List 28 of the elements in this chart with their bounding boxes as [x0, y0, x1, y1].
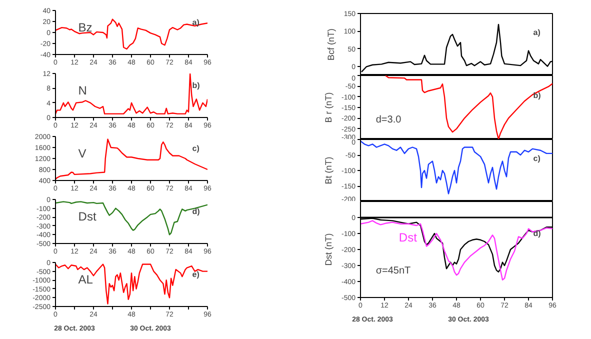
annotation: a)	[533, 28, 541, 38]
line-series	[56, 264, 208, 304]
line-series	[360, 220, 552, 280]
line-series	[360, 140, 552, 194]
annotation: e)	[192, 270, 200, 280]
line-series	[56, 74, 208, 114]
text: N	[78, 84, 87, 98]
y-axis-title: B r (nT)	[323, 92, 334, 123]
annotation: b)	[192, 81, 200, 90]
annotation: c)	[192, 144, 200, 154]
text: Dst	[78, 210, 97, 224]
text: V	[78, 146, 86, 161]
y-axis-title: Dst (nT)	[323, 233, 334, 266]
annotation: d=3.0	[376, 114, 402, 126]
annotation: c)	[533, 154, 541, 164]
annotation: d)	[533, 228, 542, 238]
line-series	[56, 138, 208, 180]
annotation: b)	[533, 90, 542, 100]
annotation: a)	[192, 18, 200, 28]
annotation: d)	[192, 207, 200, 216]
y-axis-title: Bcf (nT)	[326, 28, 336, 60]
line-series	[56, 18, 208, 50]
text: Bz	[78, 20, 92, 35]
line-series	[56, 201, 208, 236]
annotation: σ=45nT	[376, 265, 411, 276]
y-axis-title: Bt (nT)	[323, 156, 334, 184]
series-label: Dst	[398, 230, 418, 245]
text: AL	[78, 272, 94, 287]
